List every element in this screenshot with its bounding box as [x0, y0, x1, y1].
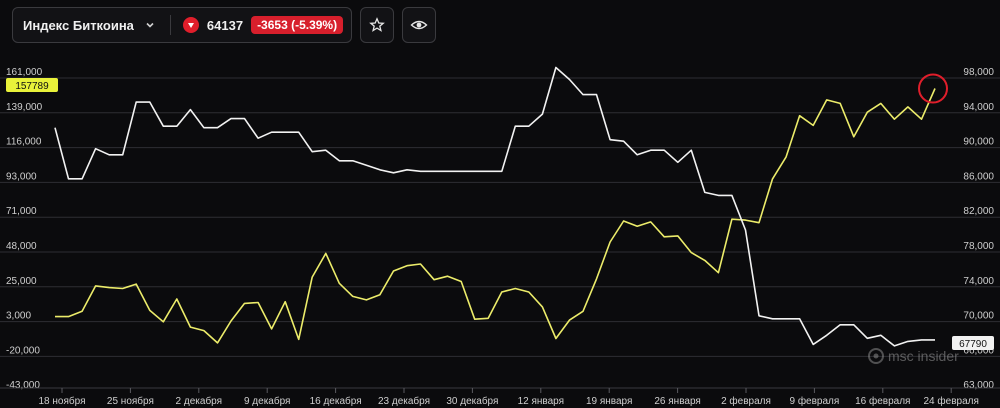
watermark-text: msc insider	[888, 348, 959, 364]
series	[54, 66, 936, 347]
star-icon	[369, 17, 385, 32]
last-value-yellow: 157789	[6, 78, 58, 92]
x-tick-label: 9 декабря	[244, 395, 290, 407]
x-tick-label: 16 декабря	[310, 395, 362, 407]
x-axis: 18 ноября 25 ноября 2 декабря 9 декабря 16 д…	[39, 388, 979, 407]
left-tick-label: 93,000	[6, 171, 37, 182]
last-value-yellow-text: 157789	[15, 81, 49, 92]
right-tick-label: 66,000	[963, 345, 994, 356]
price-change-badge: -3653 (-5.39%)	[251, 16, 344, 34]
x-tick-label: 2 февраля	[721, 395, 771, 407]
x-tick-label: 19 января	[586, 396, 632, 407]
left-tick-label: 116,000	[6, 137, 42, 148]
x-tick-label: 25 ноября	[107, 395, 154, 407]
right-axis: 98,000 94,000 90,000 86,000 82,000 78,000 74,0…	[963, 67, 994, 391]
right-tick-label: 86,000	[963, 171, 994, 182]
last-value-white: 67790	[952, 336, 994, 350]
x-tick-label: 12 января	[518, 396, 564, 407]
left-tick-label: 25,000	[6, 276, 37, 287]
left-axis: 161,000 139,000 116,000 93,000 71,000 48,000 2…	[6, 67, 43, 391]
watch-button[interactable]	[402, 7, 437, 43]
left-tick-label: 161,000	[6, 67, 43, 78]
left-tick-label: -43,000	[6, 380, 40, 391]
down-arrow-icon	[182, 17, 199, 33]
x-tick-label: 23 декабря	[378, 395, 430, 407]
right-tick-label: 74,000	[963, 276, 994, 287]
x-tick-label: 18 ноября	[39, 395, 86, 407]
left-tick-label: 48,000	[6, 241, 37, 252]
eye-icon	[410, 20, 428, 30]
left-tick-label: 139,000	[6, 102, 43, 113]
right-tick-label: 82,000	[963, 206, 994, 217]
right-tick-label: 98,000	[963, 67, 994, 78]
ticker-selector[interactable]: Индекс Биткоина 64137 -3653 (-5.39%)	[12, 7, 353, 43]
last-point-marker	[918, 73, 948, 104]
favorite-button[interactable]	[360, 7, 395, 43]
x-tick-label: 24 февраля	[924, 395, 979, 407]
right-tick-label: 78,000	[963, 241, 994, 252]
x-tick-label: 26 января	[654, 396, 700, 407]
watermark: msc insider	[868, 348, 959, 364]
right-tick-label: 94,000	[963, 102, 994, 113]
last-value-white-text: 67790	[959, 339, 987, 350]
x-tick-label: 16 февраля	[855, 395, 910, 407]
chevron-down-icon[interactable]	[142, 17, 158, 33]
right-tick-label: 70,000	[963, 311, 994, 322]
toolbar: Индекс Биткоина 64137 -3653 (-5.39%)	[12, 7, 437, 43]
left-tick-label: 3,000	[6, 311, 31, 322]
ticker-name: Индекс Биткоина	[23, 17, 134, 33]
right-tick-label: 90,000	[963, 137, 994, 148]
current-price: 64137	[206, 17, 244, 33]
x-tick-label: 9 февраля	[789, 395, 839, 407]
right-tick-label: 63,000	[963, 380, 994, 391]
divider	[169, 15, 171, 35]
grid	[0, 77, 1000, 357]
x-tick-label: 2 декабря	[176, 395, 222, 407]
left-tick-label: 71,000	[6, 206, 37, 217]
left-tick-label: -20,000	[6, 345, 40, 356]
yellow-series-line	[55, 88, 936, 344]
x-tick-label: 30 декабря	[446, 395, 498, 407]
white-series-line	[54, 66, 935, 347]
